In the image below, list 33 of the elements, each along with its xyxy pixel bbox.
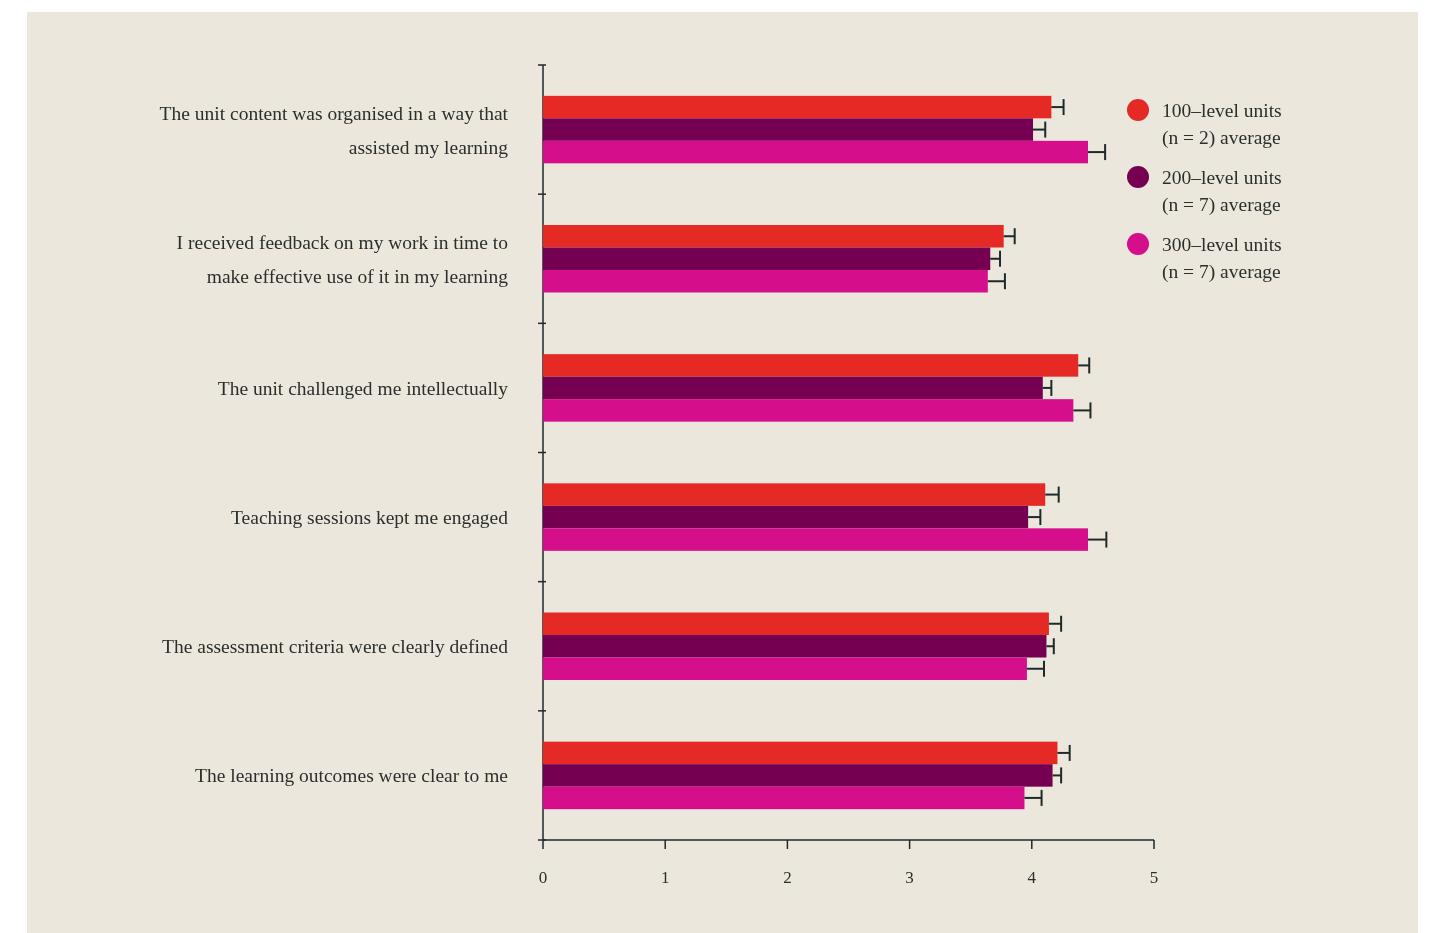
x-tick-label: 0: [538, 868, 548, 887]
bar: [543, 270, 988, 293]
bar: [543, 118, 1034, 141]
y-tick-label: The assessment criteria were clearly defined: [162, 636, 509, 658]
bar: [543, 635, 1047, 658]
bar: [543, 376, 1043, 400]
bar: [543, 247, 991, 270]
legend-label: 300–level units (n = 7) average: [1162, 234, 1282, 283]
y-tick-label: The unit challenged me intellectually: [217, 377, 509, 399]
bar: [543, 354, 1079, 377]
x-tick-label: 1: [660, 868, 670, 887]
x-tick-label: 5: [1149, 868, 1159, 887]
y-tick-label: I received feedback on my work in time to make effective use of it in my learning: [176, 231, 509, 287]
legend-label: 100–level units (n = 2) average: [1162, 100, 1282, 149]
y-tick-label: Teaching sessions kept me engaged: [231, 507, 509, 529]
bar: [543, 528, 1089, 551]
bar: [543, 612, 1049, 635]
bar: [543, 764, 1053, 787]
bar: [543, 741, 1058, 765]
bar: [543, 225, 1004, 248]
y-tick-label: The learning outcomes were clear to me: [195, 765, 508, 787]
bar: [543, 483, 1046, 506]
x-tick-label: 2: [783, 868, 792, 887]
y-tick-label: The unit content was organised in a way that assisted my learning: [159, 102, 509, 158]
bar: [543, 95, 1052, 119]
bar: [543, 140, 1089, 164]
bar: [543, 505, 1029, 529]
bar: [543, 657, 1027, 680]
x-tick-label: 4: [1027, 868, 1037, 887]
x-tick-label: 3: [905, 868, 914, 887]
bar: [543, 786, 1025, 810]
bar: [543, 399, 1074, 422]
legend-label: 200–level units (n = 7) average: [1162, 167, 1282, 216]
